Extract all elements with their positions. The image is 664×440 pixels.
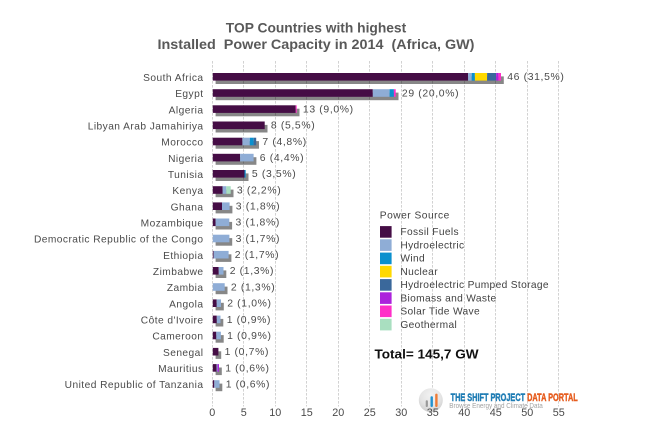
svg-text:Zimbabwe: Zimbabwe bbox=[153, 267, 204, 278]
svg-text:46 (31,5%): 46 (31,5%) bbox=[507, 72, 564, 83]
svg-text:5: 5 bbox=[241, 407, 247, 419]
svg-text:Nigeria: Nigeria bbox=[168, 154, 203, 165]
svg-text:13 (9,0%): 13 (9,0%) bbox=[303, 105, 354, 116]
svg-text:1 (0,7%): 1 (0,7%) bbox=[225, 347, 269, 358]
svg-text:8 (5,5%): 8 (5,5%) bbox=[271, 121, 315, 132]
svg-text:Tunisia: Tunisia bbox=[168, 170, 204, 181]
svg-text:3 (2,2%): 3 (2,2%) bbox=[237, 185, 281, 196]
svg-text:0: 0 bbox=[209, 407, 215, 419]
svg-text:3 (1,8%): 3 (1,8%) bbox=[236, 202, 280, 213]
svg-text:20: 20 bbox=[332, 407, 344, 419]
svg-text:Hydroelectric: Hydroelectric bbox=[400, 240, 464, 251]
svg-text:Egypt: Egypt bbox=[175, 89, 203, 100]
svg-text:3 (1,7%): 3 (1,7%) bbox=[236, 234, 280, 245]
svg-text:Hydroelectric Pumped Storage: Hydroelectric Pumped Storage bbox=[400, 280, 549, 291]
svg-text:5 (3,5%): 5 (3,5%) bbox=[252, 169, 296, 180]
svg-text:29 (20,0%): 29 (20,0%) bbox=[402, 88, 459, 99]
svg-text:South Africa: South Africa bbox=[143, 73, 203, 84]
svg-text:2 (1,0%): 2 (1,0%) bbox=[227, 299, 271, 310]
svg-text:6 (4,4%): 6 (4,4%) bbox=[260, 153, 304, 164]
svg-text:1 (0,6%): 1 (0,6%) bbox=[226, 379, 270, 390]
svg-text:3 (1,8%): 3 (1,8%) bbox=[236, 218, 280, 229]
svg-text:10: 10 bbox=[269, 407, 281, 419]
svg-text:Total= 145,7 GW: Total= 145,7 GW bbox=[375, 347, 480, 362]
svg-text:Zambia: Zambia bbox=[167, 283, 204, 294]
svg-text:Mauritius: Mauritius bbox=[158, 364, 203, 375]
svg-text:Power Source: Power Source bbox=[380, 211, 450, 222]
svg-text:Ghana: Ghana bbox=[171, 202, 204, 213]
svg-text:15: 15 bbox=[301, 407, 313, 419]
svg-text:Browse Energy and Climate Data: Browse Energy and Climate Data bbox=[449, 403, 543, 410]
svg-text:THE SHIFT PROJECT DATA PORTAL: THE SHIFT PROJECT DATA PORTAL bbox=[451, 392, 578, 405]
svg-text:Angola: Angola bbox=[169, 299, 203, 310]
svg-text:45: 45 bbox=[490, 407, 502, 419]
svg-text:Morocco: Morocco bbox=[161, 138, 203, 149]
svg-text:Mozambique: Mozambique bbox=[141, 219, 204, 230]
svg-text:Democratic Republic of the Con: Democratic Republic of the Congo bbox=[34, 235, 204, 246]
svg-text:TOP Countries with highest: TOP Countries with highest bbox=[226, 21, 407, 36]
svg-text:Libyan Arab Jamahiriya: Libyan Arab Jamahiriya bbox=[88, 122, 204, 133]
svg-text:Biomass and Waste: Biomass and Waste bbox=[400, 293, 496, 304]
svg-text:United Republic of Tanzania: United Republic of Tanzania bbox=[65, 380, 204, 391]
svg-text:2 (1,3%): 2 (1,3%) bbox=[231, 282, 275, 293]
svg-text:2 (1,3%): 2 (1,3%) bbox=[230, 266, 274, 277]
svg-text:Installed Power Capacity in 2: Installed Power Capacity in 2014 (Africa… bbox=[158, 36, 475, 52]
svg-text:55: 55 bbox=[553, 407, 565, 419]
svg-text:25: 25 bbox=[364, 407, 376, 419]
svg-text:Ethiopia: Ethiopia bbox=[163, 251, 203, 262]
svg-text:Côte d'Ivoire: Côte d'Ivoire bbox=[141, 316, 204, 327]
svg-text:1 (0,6%): 1 (0,6%) bbox=[225, 363, 269, 374]
svg-text:2 (1,7%): 2 (1,7%) bbox=[235, 250, 279, 261]
svg-text:Algeria: Algeria bbox=[169, 105, 204, 116]
svg-text:Geothermal: Geothermal bbox=[400, 320, 457, 331]
svg-text:Cameroon: Cameroon bbox=[152, 332, 203, 343]
svg-text:7 (4,8%): 7 (4,8%) bbox=[262, 137, 306, 148]
svg-text:50: 50 bbox=[521, 407, 533, 419]
svg-text:Solar Tide Wave: Solar Tide Wave bbox=[400, 307, 480, 318]
svg-text:Fossil Fuels: Fossil Fuels bbox=[400, 227, 459, 238]
svg-text:Nuclear: Nuclear bbox=[400, 267, 438, 278]
svg-text:40: 40 bbox=[458, 407, 470, 419]
svg-text:35: 35 bbox=[427, 407, 439, 419]
svg-text:Wind: Wind bbox=[400, 254, 425, 265]
svg-text:Kenya: Kenya bbox=[172, 186, 203, 197]
svg-text:1 (0,9%): 1 (0,9%) bbox=[227, 331, 271, 342]
svg-text:1 (0,9%): 1 (0,9%) bbox=[227, 315, 271, 326]
svg-text:30: 30 bbox=[395, 407, 407, 419]
svg-text:Senegal: Senegal bbox=[163, 348, 204, 359]
